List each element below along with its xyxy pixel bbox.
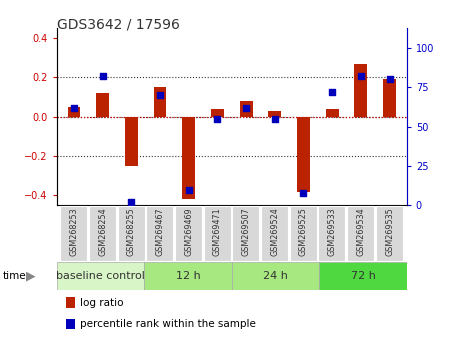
Bar [66, 319, 75, 329]
Bar [268, 111, 281, 117]
Point [328, 89, 336, 95]
Text: log ratio: log ratio [80, 298, 124, 308]
FancyBboxPatch shape [89, 206, 116, 261]
Text: percentile rank within the sample: percentile rank within the sample [80, 319, 256, 329]
Bar [66, 297, 75, 308]
FancyBboxPatch shape [146, 206, 173, 261]
Text: time: time [2, 271, 26, 281]
Bar [57, 262, 144, 290]
Bar [154, 87, 166, 117]
Point [214, 116, 221, 122]
Text: GSM269533: GSM269533 [328, 207, 337, 256]
Point [357, 74, 365, 79]
Text: GSM269467: GSM269467 [156, 207, 165, 256]
Point [99, 74, 106, 79]
Text: GSM269535: GSM269535 [385, 207, 394, 256]
Text: 72 h: 72 h [350, 271, 376, 281]
Bar [240, 101, 253, 117]
Text: GSM269525: GSM269525 [299, 207, 308, 256]
FancyBboxPatch shape [376, 206, 403, 261]
FancyBboxPatch shape [175, 206, 202, 261]
Point [70, 105, 78, 110]
Text: GSM269524: GSM269524 [270, 207, 279, 256]
FancyBboxPatch shape [232, 206, 259, 261]
FancyBboxPatch shape [318, 206, 345, 261]
FancyBboxPatch shape [290, 206, 317, 261]
Bar [144, 262, 232, 290]
Text: GSM269507: GSM269507 [242, 207, 251, 256]
FancyBboxPatch shape [60, 206, 87, 261]
Bar [125, 117, 138, 166]
FancyBboxPatch shape [261, 206, 288, 261]
Text: GSM269471: GSM269471 [213, 207, 222, 256]
Text: GDS3642 / 17596: GDS3642 / 17596 [57, 18, 180, 32]
Text: ▶: ▶ [26, 270, 35, 282]
FancyBboxPatch shape [204, 206, 231, 261]
Bar [96, 93, 109, 117]
Text: GSM269534: GSM269534 [356, 207, 365, 256]
Bar [232, 262, 319, 290]
Point [185, 187, 193, 193]
Bar [211, 109, 224, 117]
Text: GSM268255: GSM268255 [127, 207, 136, 256]
Point [242, 105, 250, 110]
FancyBboxPatch shape [118, 206, 145, 261]
Point [271, 116, 279, 122]
Text: GSM268254: GSM268254 [98, 207, 107, 256]
Bar [326, 109, 339, 117]
Text: GSM269469: GSM269469 [184, 207, 193, 256]
Point [300, 190, 307, 195]
Point [128, 199, 135, 205]
FancyBboxPatch shape [347, 206, 374, 261]
Bar [354, 64, 368, 117]
Text: baseline control: baseline control [56, 271, 145, 281]
Bar [182, 117, 195, 199]
Text: GSM268253: GSM268253 [70, 207, 79, 256]
Bar [383, 79, 396, 117]
Point [156, 92, 164, 98]
Point [386, 76, 394, 82]
Bar [297, 117, 310, 192]
Text: 12 h: 12 h [175, 271, 201, 281]
Bar [319, 262, 407, 290]
Text: 24 h: 24 h [263, 271, 288, 281]
Bar [68, 107, 80, 117]
